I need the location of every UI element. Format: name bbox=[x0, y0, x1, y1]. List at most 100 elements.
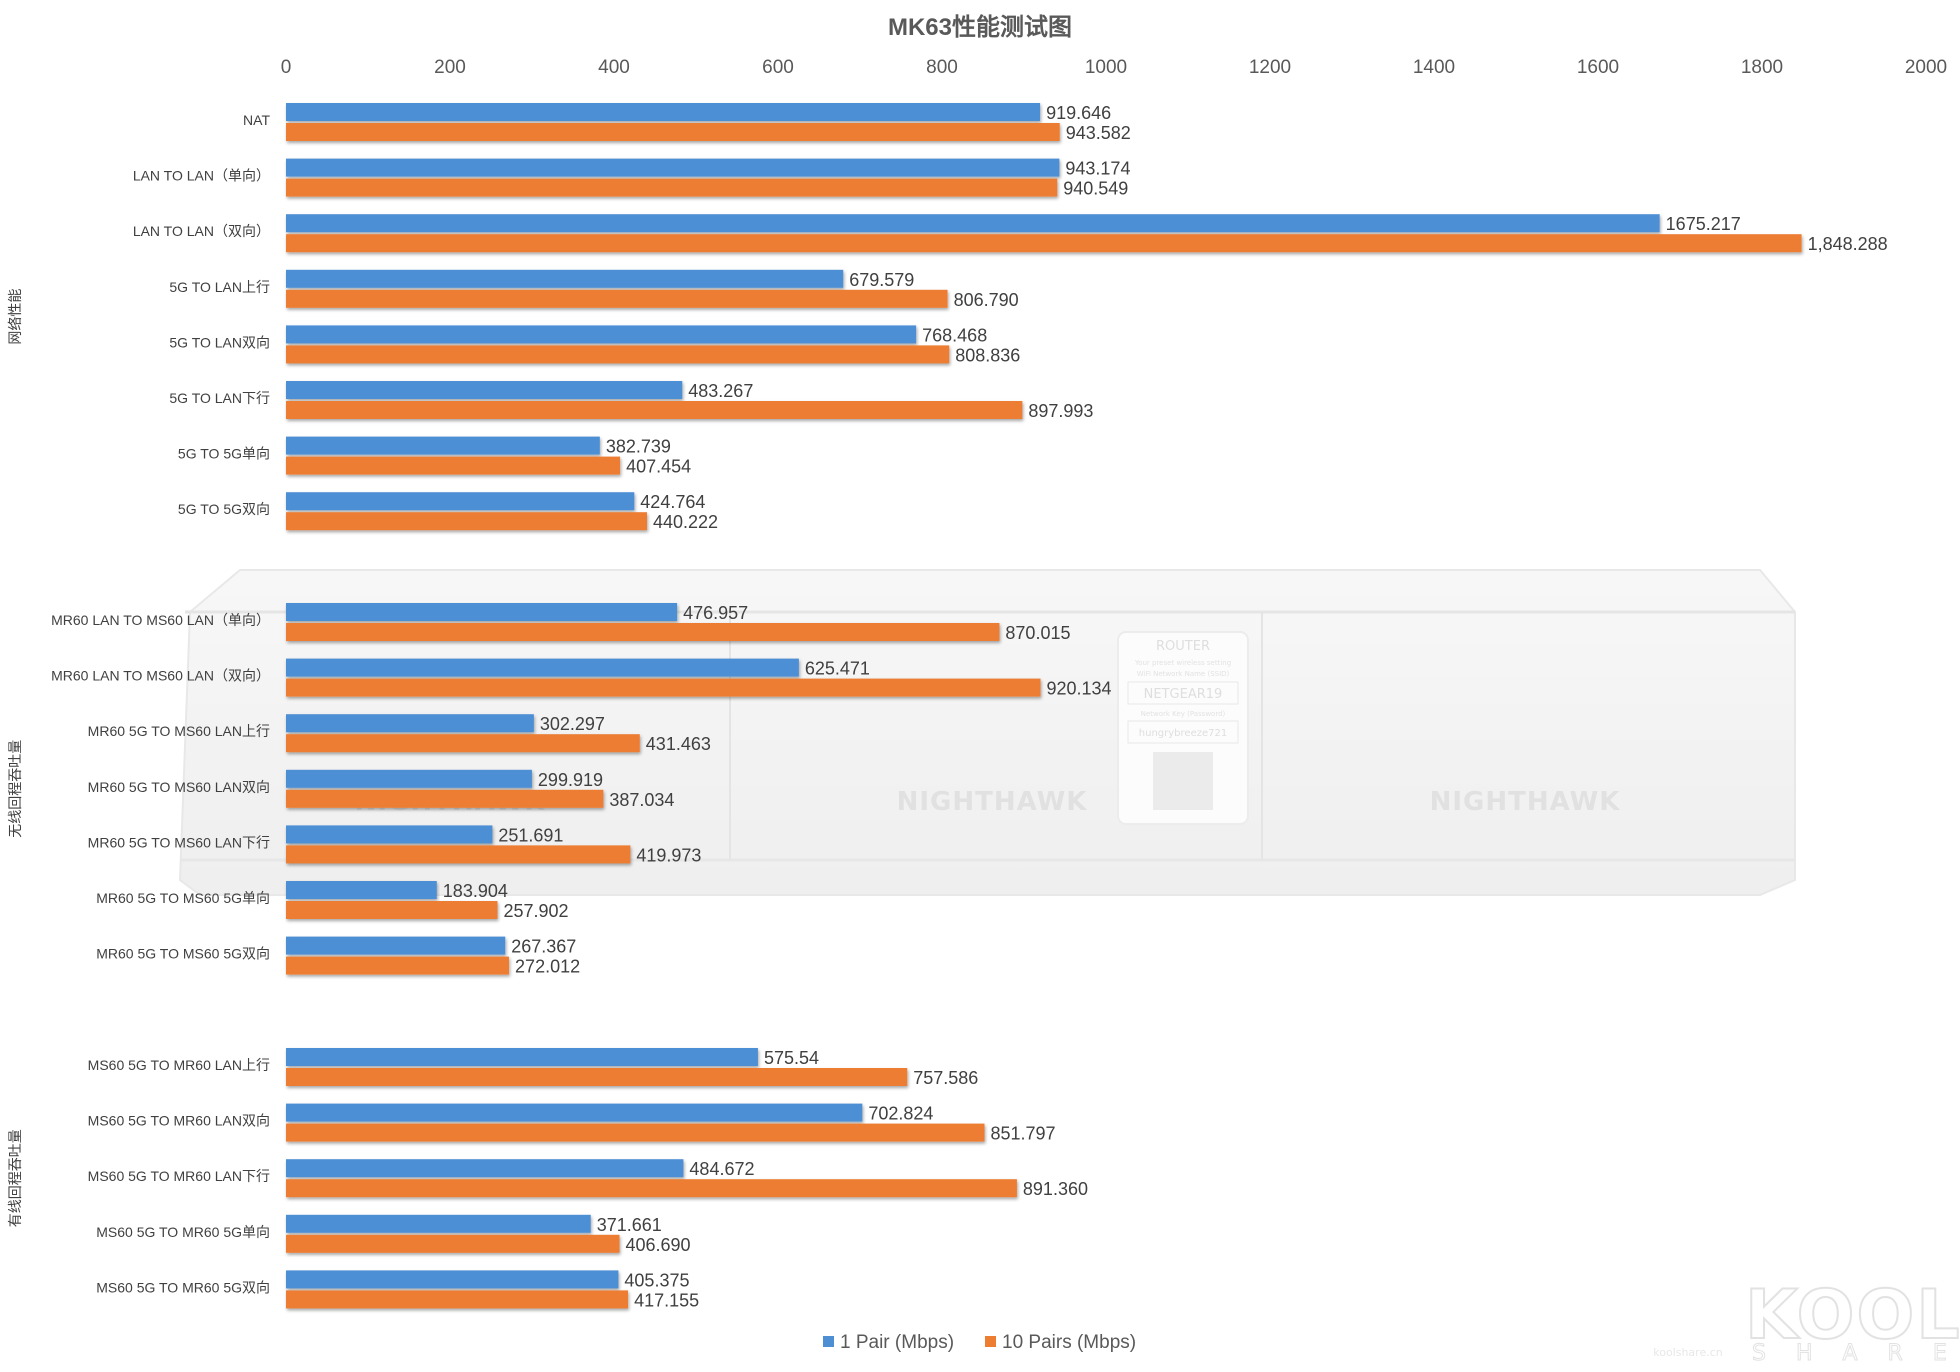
bar-pair1-0-0 bbox=[286, 103, 1041, 121]
data-label-pair1-0-0: 919.646 bbox=[1046, 103, 1111, 123]
data-label-pair1-0-1: 943.174 bbox=[1065, 159, 1130, 179]
category-label-0-5: 5G TO LAN下行 bbox=[169, 390, 270, 406]
bar-pair1-1-0 bbox=[286, 603, 678, 621]
router-label-sticker bbox=[1117, 631, 1249, 825]
bar-pair10-0-1 bbox=[286, 178, 1058, 197]
data-label-pair10-0-2: 1,848.288 bbox=[1808, 234, 1888, 254]
bar-pair1-0-5 bbox=[286, 381, 683, 399]
bar-pair1-1-5 bbox=[286, 881, 437, 899]
bar-pair1-2-0 bbox=[286, 1048, 758, 1066]
bar-pair1-0-1 bbox=[286, 158, 1060, 177]
data-label-pair10-1-3: 387.034 bbox=[609, 790, 674, 810]
category-label-0-3: 5G TO LAN上行 bbox=[169, 279, 270, 295]
data-label-pair10-2-4: 417.155 bbox=[634, 1290, 699, 1310]
category-label-0-7: 5G TO 5G双向 bbox=[178, 501, 270, 517]
chart-layer: MK63性能测试图 0 200 400 600 800 1000 1200 1400 1600 18… bbox=[7, 13, 1947, 1353]
x-tick-label-0: 0 bbox=[281, 57, 292, 78]
router-label-password: hungrybreeze721 bbox=[1139, 728, 1227, 739]
bar-pair10-2-1 bbox=[286, 1123, 985, 1142]
category-label-0-4: 5G TO LAN双向 bbox=[169, 334, 270, 350]
data-label-pair10-2-2: 891.360 bbox=[1023, 1179, 1088, 1199]
data-label-pair10-2-3: 406.690 bbox=[625, 1235, 690, 1255]
bar-pair10-1-5 bbox=[286, 901, 498, 919]
watermark-sub: SHARE bbox=[1752, 1341, 1960, 1366]
data-label-pair10-2-1: 851.797 bbox=[990, 1124, 1055, 1144]
legend-item-pair1-swatch bbox=[823, 1336, 834, 1347]
bar-pair1-0-4 bbox=[286, 325, 917, 344]
data-label-pair1-1-3: 299.919 bbox=[538, 770, 603, 790]
data-label-pair1-0-4: 768.468 bbox=[922, 325, 987, 345]
data-label-pair10-0-1: 940.549 bbox=[1063, 179, 1128, 199]
bar-pair1-1-2 bbox=[286, 714, 534, 733]
x-tick-label-1600: 1600 bbox=[1577, 57, 1619, 78]
data-label-pair1-1-6: 267.367 bbox=[511, 937, 576, 957]
chart-title: MK63性能测试图 bbox=[888, 13, 1072, 41]
x-tick-label-1200: 1200 bbox=[1249, 57, 1291, 78]
bar-pair10-1-1 bbox=[286, 678, 1041, 697]
bar-pair10-1-0 bbox=[286, 623, 1000, 641]
bar-pair1-2-4 bbox=[286, 1270, 619, 1289]
bar-pair1-1-1 bbox=[286, 658, 799, 677]
bar-pair10-2-0 bbox=[286, 1068, 908, 1086]
data-label-pair10-0-7: 440.222 bbox=[653, 512, 718, 532]
category-label-1-2: MR60 5G TO MS60 LAN上行 bbox=[88, 723, 270, 739]
x-tick-label-600: 600 bbox=[762, 57, 794, 78]
data-label-pair1-1-5: 183.904 bbox=[443, 881, 508, 901]
category-label-1-1: MR60 LAN TO MS60 LAN（双向） bbox=[51, 668, 270, 684]
data-label-pair1-2-1: 702.824 bbox=[868, 1104, 933, 1124]
router-label-ssid: NETGEAR19 bbox=[1144, 687, 1223, 702]
data-label-pair10-1-4: 419.973 bbox=[636, 845, 701, 865]
bar-pair1-0-2 bbox=[286, 214, 1660, 233]
group-label-1: 无线回程吞吐量 bbox=[7, 740, 23, 838]
bar-pair1-0-3 bbox=[286, 269, 844, 288]
router-label-line3: Network Key (Password) bbox=[1141, 710, 1226, 718]
x-tick-label-2000: 2000 bbox=[1905, 57, 1947, 78]
x-tick-label-1400: 1400 bbox=[1413, 57, 1455, 78]
watermark-logo: KOOL bbox=[1745, 1276, 1960, 1355]
bar-pair1-2-3 bbox=[286, 1214, 591, 1233]
legend-item-pair10-swatch bbox=[985, 1336, 996, 1347]
data-label-pair1-2-4: 405.375 bbox=[624, 1270, 689, 1290]
bar-pair10-0-7 bbox=[286, 512, 647, 531]
bar-pair1-2-1 bbox=[286, 1103, 863, 1122]
router-label-ssid-box bbox=[1127, 681, 1239, 705]
category-label-2-4: MS60 5G TO MR60 5G双向 bbox=[96, 1279, 270, 1295]
category-label-1-5: MR60 5G TO MS60 5G单向 bbox=[96, 890, 270, 906]
data-label-pair10-1-1: 920.134 bbox=[1047, 679, 1112, 699]
category-label-2-3: MS60 5G TO MR60 5G单向 bbox=[96, 1224, 270, 1240]
group-label-0: 网络性能 bbox=[7, 289, 23, 345]
x-tick-label-200: 200 bbox=[434, 57, 466, 78]
router-label-qr-code bbox=[1153, 752, 1213, 810]
data-label-pair10-0-4: 808.836 bbox=[955, 345, 1020, 365]
group-label-2: 有线回程吞吐量 bbox=[7, 1129, 23, 1227]
router-label-password-box bbox=[1127, 720, 1239, 744]
bar-pair10-1-3 bbox=[286, 789, 604, 808]
bar-pair10-0-5 bbox=[286, 401, 1023, 419]
legend-item-pair1-label: 1 Pair (Mbps) bbox=[840, 1332, 954, 1353]
data-label-pair10-1-2: 431.463 bbox=[646, 734, 711, 754]
router-background-image: NIGHTHAWK NIGHTHAWK NIGHTHAWK ROUTER You… bbox=[178, 569, 1796, 896]
data-label-pair1-2-2: 484.672 bbox=[689, 1159, 754, 1179]
bar-pair10-1-6 bbox=[286, 956, 510, 975]
category-label-1-3: MR60 5G TO MS60 LAN双向 bbox=[88, 779, 270, 795]
bar-pair10-2-4 bbox=[286, 1290, 629, 1309]
bar-pair1-1-6 bbox=[286, 936, 506, 955]
koolshare-watermark: KOOL SHARE koolshare.cn bbox=[1653, 1275, 1960, 1367]
bar-pair1-1-4 bbox=[286, 825, 493, 844]
bar-pair10-2-2 bbox=[286, 1179, 1017, 1198]
bar-pair1-0-7 bbox=[286, 492, 635, 511]
data-label-pair1-1-0: 476.957 bbox=[683, 603, 748, 623]
bar-pair10-1-2 bbox=[286, 734, 640, 753]
bar-pair10-0-6 bbox=[286, 456, 621, 475]
data-label-pair1-2-0: 575.54 bbox=[764, 1048, 819, 1068]
category-label-0-6: 5G TO 5G单向 bbox=[178, 446, 270, 462]
data-label-pair1-1-1: 625.471 bbox=[805, 659, 870, 679]
x-tick-label-1000: 1000 bbox=[1085, 57, 1127, 78]
data-label-pair1-1-2: 302.297 bbox=[540, 714, 605, 734]
bar-pair10-0-4 bbox=[286, 345, 950, 364]
data-label-pair1-0-6: 382.739 bbox=[606, 437, 671, 457]
x-tick-label-1800: 1800 bbox=[1741, 57, 1783, 78]
x-tick-label-400: 400 bbox=[598, 57, 630, 78]
bar-pair1-2-2 bbox=[286, 1159, 684, 1178]
category-label-2-2: MS60 5G TO MR60 LAN下行 bbox=[88, 1168, 270, 1184]
